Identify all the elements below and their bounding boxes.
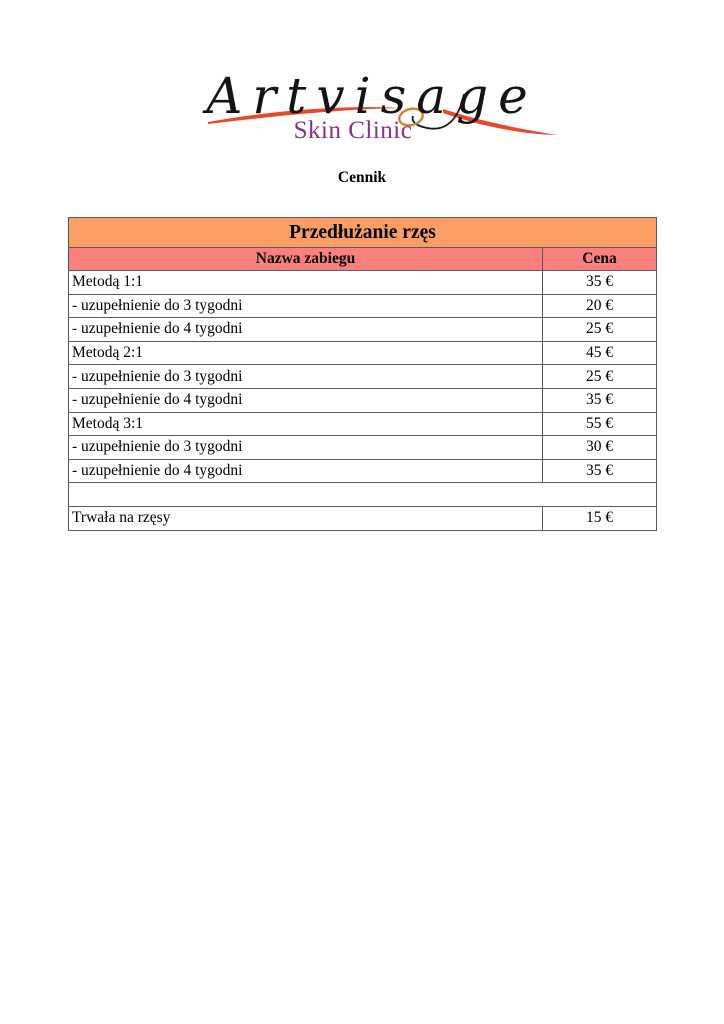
service-name-cell: Metodą 3:1 (68, 411, 543, 437)
service-name-cell: - uzupełnienie do 3 tygodni (68, 364, 543, 389)
table-row: - uzupełnienie do 4 tygodni 35 € (68, 458, 657, 484)
price-cell: 30 € (542, 435, 657, 460)
table-title-row: Przedłużanie rzęs (68, 217, 657, 248)
logo-subtitle-text: Skin Clinic (294, 117, 413, 144)
service-name-cell: - uzupełnienie do 3 tygodni (68, 435, 543, 460)
price-cell: 45 € (542, 340, 657, 366)
table-row: - uzupełnienie do 3 tygodni 20 € (68, 293, 657, 319)
table-row: - uzupełnienie do 3 tygodni 30 € (68, 435, 657, 460)
price-cell: 55 € (542, 411, 657, 437)
price-cell: 25 € (542, 364, 657, 389)
table-row: Trwała na rzęsy 15 € (68, 505, 657, 531)
price-cell: 35 € (542, 270, 657, 295)
table-row: - uzupełnienie do 4 tygodni 35 € (68, 387, 657, 413)
table-row: Metodą 2:1 45 € (68, 340, 657, 366)
price-cell: 15 € (542, 505, 657, 531)
logo-brand-text: Artvisage (202, 67, 537, 125)
price-cell: 25 € (542, 317, 657, 342)
table-header-row: Nazwa zabiegu Cena (68, 247, 657, 271)
price-cell: 35 € (542, 387, 657, 413)
service-name-cell: Metodą 2:1 (68, 340, 543, 366)
table-row (68, 482, 657, 507)
service-name-cell: Metodą 1:1 (68, 270, 543, 295)
price-rows: Metodą 1:1 35 € - uzupełnienie do 3 tygodn… (68, 270, 657, 531)
table-title: Przedłużanie rzęs (68, 217, 657, 248)
price-table: Przedłużanie rzęs Nazwa zabiegu Cena Met… (68, 217, 657, 531)
price-cell: 20 € (542, 293, 657, 319)
logo-graphic: Artvisage Skin Clinic (202, 67, 557, 144)
page-title: Cennik (337, 169, 387, 186)
service-name-cell: - uzupełnienie do 4 tygodni (68, 458, 543, 484)
service-name-cell: - uzupełnienie do 4 tygodni (68, 317, 543, 342)
table-row: Metodą 3:1 55 € (68, 411, 657, 437)
column-header-price: Cena (542, 247, 657, 271)
empty-cell (68, 482, 657, 507)
column-header-name: Nazwa zabiegu (68, 247, 543, 271)
logo-flourish-icon (411, 93, 465, 130)
logo-loop-icon (398, 107, 424, 127)
logo-swoosh-left-icon (208, 107, 401, 124)
table-row: - uzupełnienie do 3 tygodni 25 € (68, 364, 657, 389)
price-cell: 35 € (542, 458, 657, 484)
table-row: - uzupełnienie do 4 tygodni 25 € (68, 317, 657, 342)
table-row: Metodą 1:1 35 € (68, 270, 657, 295)
service-name-cell: Trwała na rzęsy (68, 505, 543, 531)
service-name-cell: - uzupełnienie do 3 tygodni (68, 293, 543, 319)
clinic-logo: Artvisage Skin Clinic (175, 56, 565, 154)
service-name-cell: - uzupełnienie do 4 tygodni (68, 387, 543, 413)
